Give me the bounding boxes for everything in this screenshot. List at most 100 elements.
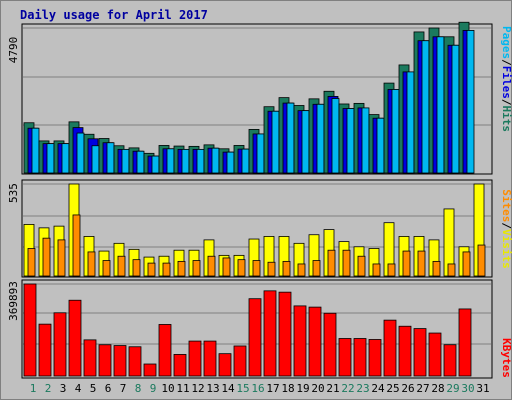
x-tick-label: 2 — [45, 382, 52, 395]
day-sites-bar — [57, 239, 66, 277]
day-kbytes-bar — [323, 312, 337, 377]
day-sites-bar — [327, 249, 336, 277]
day-sites-bar — [132, 259, 141, 277]
x-tick-label: 16 — [251, 382, 264, 395]
ymax-label-kbytes: 369893 — [7, 281, 20, 321]
day-kbytes-bar — [398, 325, 412, 377]
ymax-label-hits: 4790 — [7, 37, 20, 64]
day-pages-bar — [286, 102, 295, 174]
day-sites-bar — [207, 255, 216, 277]
day-sites-bar — [402, 250, 411, 277]
day-pages-bar — [451, 44, 460, 174]
day-sites-bar — [162, 262, 171, 277]
day-sites-bar — [102, 260, 111, 277]
day-pages-bar — [301, 110, 310, 174]
x-tick-label: 15 — [236, 382, 249, 395]
axis-label-hits: Hits — [500, 106, 512, 133]
day-kbytes-bar — [428, 332, 442, 377]
day-kbytes-bar — [278, 291, 292, 377]
day-pages-bar — [316, 103, 325, 174]
day-sites-bar — [357, 255, 366, 277]
x-tick-label: 21 — [326, 382, 339, 395]
x-tick-label: 4 — [75, 382, 82, 395]
day-pages-bar — [211, 147, 220, 174]
day-pages-bar — [181, 148, 190, 174]
x-tick-label: 12 — [191, 382, 204, 395]
day-kbytes-bar — [38, 323, 52, 377]
day-sites-bar — [192, 260, 201, 277]
x-tick-label: 14 — [221, 382, 235, 395]
day-sites-bar — [222, 257, 231, 277]
day-sites-bar — [297, 263, 306, 277]
day-sites-bar — [477, 244, 486, 277]
axis-label-sep-2: / — [500, 99, 512, 106]
day-kbytes-bar — [53, 312, 67, 377]
day-kbytes-bar — [413, 328, 427, 377]
x-tick-label: 18 — [281, 382, 294, 395]
day-kbytes-bar — [218, 353, 232, 377]
day-pages-bar — [166, 148, 175, 174]
day-kbytes-bar — [68, 299, 82, 377]
bars-layer — [23, 21, 486, 377]
day-kbytes-bar — [113, 345, 127, 377]
day-kbytes-bar — [23, 283, 37, 377]
axis-label-visits: Visits — [500, 229, 512, 269]
day-pages-bar — [331, 98, 340, 174]
day-sites-bar — [387, 263, 396, 277]
day-kbytes-bar — [443, 344, 457, 377]
day-kbytes-bar — [383, 319, 397, 377]
day-pages-bar — [106, 142, 115, 174]
x-tick-label: 25 — [386, 382, 399, 395]
axis-label-sep-1: / — [500, 59, 512, 66]
day-pages-bar — [271, 110, 280, 174]
x-tick-label: 26 — [401, 382, 414, 395]
x-tick-label: 31 — [476, 382, 489, 395]
day-pages-bar — [361, 107, 370, 174]
x-tick-label: 1 — [30, 382, 37, 395]
axis-label-pages: Pages — [500, 26, 512, 59]
axis-label-hits-files-pages: Pages/Files/Hits — [500, 26, 512, 132]
day-sites-bar — [252, 260, 261, 277]
day-pages-bar — [391, 89, 400, 174]
day-kbytes-bar — [128, 346, 142, 377]
day-pages-bar — [226, 151, 235, 174]
x-tick-label: 9 — [150, 382, 157, 395]
x-tick-label: 13 — [206, 382, 219, 395]
x-tick-label: 24 — [371, 382, 385, 395]
day-sites-bar — [342, 249, 351, 277]
day-pages-bar — [76, 132, 85, 174]
day-sites-bar — [312, 260, 321, 277]
x-tick-label: 19 — [296, 382, 309, 395]
day-sites-bar — [267, 261, 276, 277]
day-sites-bar — [27, 248, 36, 277]
x-tick-label: 28 — [431, 382, 444, 395]
axis-label-kbytes: KBytes — [500, 338, 512, 378]
day-pages-bar — [46, 143, 55, 174]
day-pages-bar — [346, 108, 355, 174]
day-kbytes-bar — [173, 354, 187, 377]
day-pages-bar — [151, 155, 160, 174]
day-kbytes-bar — [98, 344, 112, 377]
day-kbytes-bar — [143, 363, 157, 377]
x-tick-label: 17 — [266, 382, 279, 395]
day-kbytes-bar — [338, 338, 352, 377]
day-pages-bar — [466, 30, 475, 174]
day-pages-bar — [61, 143, 70, 174]
x-tick-label: 20 — [311, 382, 324, 395]
day-sites-bar — [417, 250, 426, 277]
day-sites-bar — [447, 263, 456, 277]
x-tick-label: 10 — [161, 382, 174, 395]
x-tick-label: 30 — [461, 382, 474, 395]
day-kbytes-bar — [368, 339, 382, 377]
day-sites-bar — [237, 259, 246, 277]
day-kbytes-bar — [263, 290, 277, 377]
day-pages-bar — [91, 145, 100, 174]
x-axis-labels: 1 2 3 4 5 6 7 8 9 10 11 12 13 14 15 16 17 18 19 20 21 22 23 24 2… — [30, 382, 490, 395]
x-tick-label: 8 — [135, 382, 142, 395]
x-tick-label: 6 — [105, 382, 112, 395]
day-pages-bar — [436, 36, 445, 174]
x-tick-label: 3 — [60, 382, 67, 395]
day-sites-bar — [372, 263, 381, 277]
chart-title: Daily usage for April 2017 — [20, 8, 208, 22]
